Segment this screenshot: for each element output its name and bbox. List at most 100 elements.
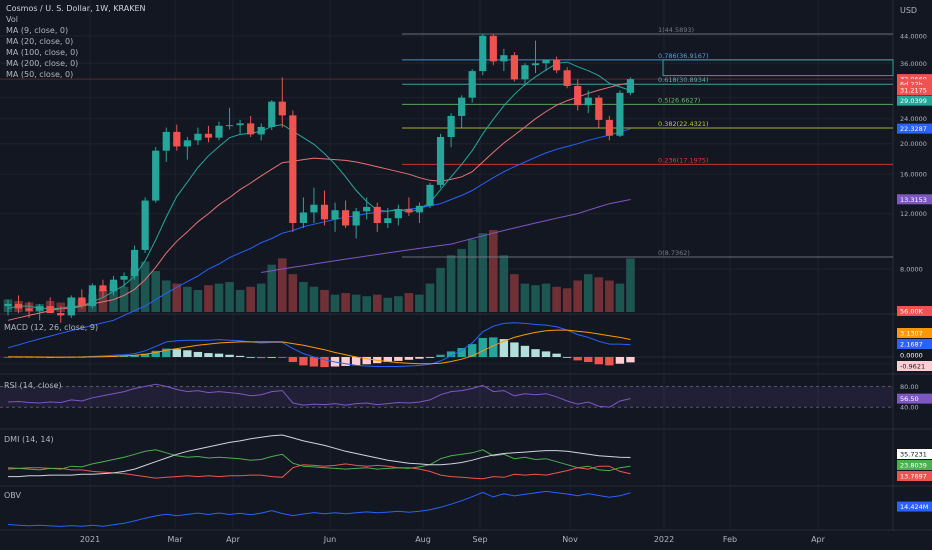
volume-bar xyxy=(214,283,224,312)
obv-badge: 14.424M xyxy=(900,503,928,511)
dmi-plus-badge-bg xyxy=(897,460,932,470)
macd-hist-bar xyxy=(341,357,350,366)
macd-hist-bar xyxy=(183,350,192,357)
candle-body xyxy=(384,218,392,224)
volume-bar xyxy=(320,289,329,312)
candle-body xyxy=(278,101,286,116)
macd-hist-bar xyxy=(299,357,308,366)
macd-zero-badge: 0.0000 xyxy=(900,352,923,360)
macd-signal-line xyxy=(8,329,631,365)
candle-body xyxy=(36,306,44,311)
price-tick-6: 12.0000 xyxy=(900,210,927,218)
macd-hist-bar xyxy=(288,357,298,363)
candle-body xyxy=(162,131,170,151)
candle-body xyxy=(342,210,350,226)
candle-body xyxy=(458,97,466,116)
fib-label-4: 0.382(22.4321) xyxy=(658,120,709,128)
x-tick-8: Feb xyxy=(723,535,737,544)
volume-bar xyxy=(520,283,530,312)
candle-body xyxy=(194,133,202,141)
price-badge-1: 6d 22h xyxy=(900,81,923,89)
macd-hist-bar xyxy=(552,353,561,357)
candle-body xyxy=(289,115,297,224)
volume-bar xyxy=(246,286,255,312)
macd-hist-bar xyxy=(394,357,403,361)
candle-body xyxy=(584,97,592,106)
volume-bar xyxy=(425,283,435,312)
candle-body xyxy=(57,313,65,316)
candle-body xyxy=(468,71,476,98)
volume-bar xyxy=(489,230,498,312)
fib-label-0: 1(44.5893) xyxy=(658,26,694,34)
candle-body xyxy=(173,131,181,147)
macd-hist-bar xyxy=(478,337,487,357)
macd-hist-bar xyxy=(457,348,466,357)
candle-body xyxy=(626,79,635,93)
volume-bar xyxy=(615,283,625,312)
price-badge-bg-3 xyxy=(897,95,932,106)
candle-body xyxy=(299,212,307,224)
price-badge-bg-5 xyxy=(897,194,932,205)
volume-bar xyxy=(594,277,604,312)
price-badge-2: 31.2175 xyxy=(900,87,927,95)
candle-body xyxy=(310,204,318,213)
volume-bar xyxy=(109,283,118,312)
price-tick-1: 36.0000 xyxy=(900,60,927,68)
dmi-minus-line xyxy=(7,463,631,480)
dmi-label: DMI (14, 14) xyxy=(4,435,54,444)
candle-body xyxy=(46,306,54,314)
macd-hist-bar xyxy=(425,357,435,358)
volume-bar xyxy=(98,289,108,312)
macd-hist-badge: -0.9621 xyxy=(900,363,925,371)
candle-body xyxy=(88,285,96,307)
dmi-adx-line xyxy=(8,434,631,478)
candle-body xyxy=(320,204,329,220)
fib-label-2: 0.618(30.8934) xyxy=(658,76,709,84)
volume-bar xyxy=(362,296,371,312)
candle-body xyxy=(531,63,540,66)
rsi-level-upper: 80.00 xyxy=(900,383,919,391)
dmi-plus-line xyxy=(7,449,631,472)
candle-body xyxy=(542,59,550,64)
macd-hist-bar xyxy=(151,350,160,357)
price-badge-bg-4 xyxy=(897,123,932,134)
volume-bar xyxy=(531,285,540,312)
macd-hist-bar xyxy=(214,353,224,357)
rsi-band xyxy=(0,386,893,408)
candle-body xyxy=(247,123,255,135)
macd-hist-bar xyxy=(605,357,614,366)
candle-body xyxy=(236,123,244,126)
candle-body xyxy=(500,55,508,62)
volume-bar xyxy=(193,289,203,312)
macd-hist-bar xyxy=(320,357,329,368)
dmi-plus-badge: 23.8039 xyxy=(900,462,927,470)
volume-bar xyxy=(446,255,456,312)
volume-bar xyxy=(330,294,340,312)
volume-bar xyxy=(309,286,319,312)
volume-bar xyxy=(467,239,477,312)
candle-body xyxy=(605,119,613,136)
ma9-label: MA (9, close, 0) xyxy=(6,26,69,35)
price-badge-bg-1 xyxy=(897,79,932,90)
candle-body xyxy=(183,140,191,147)
volume-bar xyxy=(404,293,414,312)
rsi-badge-bg xyxy=(897,393,932,404)
volume-bar xyxy=(415,294,424,312)
price-badge-bg-2 xyxy=(897,85,932,96)
candle-body xyxy=(67,297,75,316)
dmi-minus-badge-bg xyxy=(897,471,932,481)
volume-bar xyxy=(225,282,234,312)
candle-body xyxy=(99,285,107,292)
volume-bar xyxy=(119,286,129,312)
macd-hist-bar xyxy=(193,351,203,357)
macd-hist-bar xyxy=(130,355,139,357)
candle-body xyxy=(268,101,276,127)
macd-hist-bar xyxy=(573,357,582,361)
macd-hist-bar xyxy=(404,357,414,360)
macd-hist-bar xyxy=(541,351,551,357)
rsi-line xyxy=(7,383,631,408)
volume-bar xyxy=(583,274,593,312)
dmi-adx-badge-bg xyxy=(897,449,932,459)
candle-body xyxy=(405,209,413,213)
macd-hist-bar xyxy=(162,348,171,357)
